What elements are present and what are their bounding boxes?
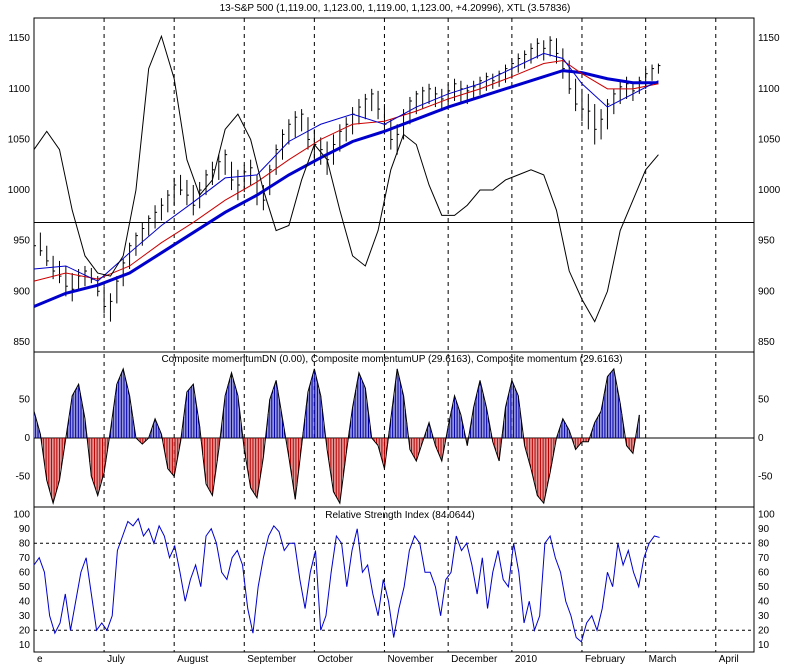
y-tick-label-right: 70 [758,553,770,564]
y-tick-label-left: 1150 [8,33,30,44]
y-tick-label-left: 0 [24,433,30,444]
y-tick-label-right: 50 [758,395,770,406]
y-tick-label-left: 20 [19,625,31,636]
y-tick-label-left: -50 [16,471,31,482]
y-tick-label-right: 1150 [758,33,780,44]
y-tick-label-right: 100 [758,509,775,520]
y-tick-label-right: 1100 [758,84,780,95]
month-label: April [719,654,739,664]
price-series-line-1 [33,59,659,282]
month-label: February [585,654,625,664]
y-tick-label-left: 1100 [8,84,30,95]
y-tick-label-right: 0 [758,433,764,444]
y-tick-label-left: 850 [13,337,30,348]
momentum-panel-title: Composite momentumDN (0.00), Composite m… [161,354,622,365]
momentum-line [33,367,640,506]
y-tick-label-left: 60 [19,567,31,578]
y-tick-label-left: 70 [19,553,31,564]
month-label: September [247,654,297,664]
price-series-line-0 [33,69,659,308]
y-tick-label-left: 50 [19,582,31,593]
rsi-panel-title: Relative Strength Index (84.0644) [325,510,475,521]
price-series-line-3 [33,34,659,323]
y-tick-label-right: 850 [758,337,775,348]
month-label: March [649,654,677,664]
panel-frame-2 [33,506,755,653]
y-tick-label-right: 40 [758,596,770,607]
month-label: July [107,654,125,664]
y-tick-label-left: 50 [19,395,31,406]
y-tick-label-left: 100 [13,509,30,520]
y-tick-label-right: 1050 [758,134,781,145]
y-tick-label-right: 80 [758,538,770,549]
y-tick-label-right: 900 [758,286,775,297]
month-label: e [37,654,43,664]
y-tick-label-left: 1000 [8,185,31,196]
month-label: November [387,654,434,664]
rsi-line [33,517,660,643]
y-tick-label-right: 60 [758,567,770,578]
y-tick-label-right: 20 [758,625,770,636]
y-tick-label-left: 90 [19,524,31,535]
y-tick-label-left: 40 [19,596,31,607]
price-series-line-2 [33,52,659,282]
y-tick-label-left: 900 [13,286,30,297]
y-tick-label-right: 30 [758,611,770,622]
y-tick-label-right: 950 [758,236,775,247]
month-label: December [451,654,498,664]
month-label: August [177,654,208,664]
month-label: 2010 [515,654,538,664]
y-tick-label-right: -50 [758,471,773,482]
y-tick-label-right: 1000 [758,185,781,196]
month-label: October [317,654,353,664]
y-tick-label-right: 90 [758,524,770,535]
price-panel-title: 13-S&P 500 (1,119.00, 1,123.00, 1,119.00… [220,3,571,14]
y-tick-label-left: 30 [19,611,31,622]
y-tick-label-left: 1050 [8,134,31,145]
y-tick-label-left: 950 [13,236,30,247]
y-tick-label-right: 10 [758,640,770,651]
y-tick-label-left: 10 [19,640,31,651]
y-tick-label-left: 80 [19,538,31,549]
y-tick-label-right: 50 [758,582,770,593]
